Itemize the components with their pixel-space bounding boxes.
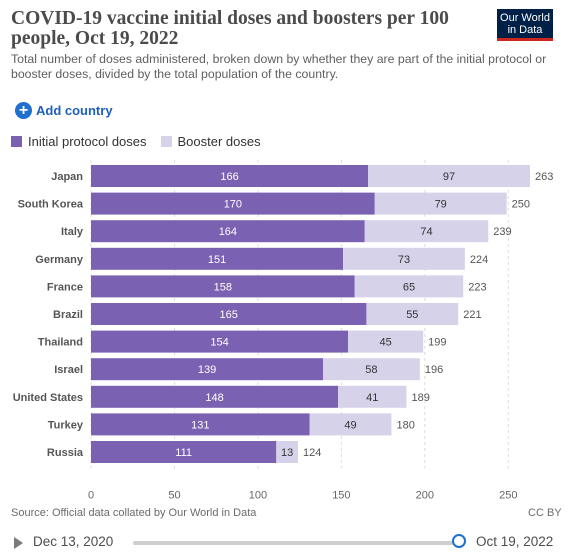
category-label: Germany (35, 254, 84, 266)
bar-booster (374, 192, 507, 215)
source-note: Source: Official data collated by Our Wo… (11, 507, 257, 519)
data-label: 97 (443, 171, 455, 183)
total-label: 124 (303, 447, 321, 459)
data-label: 164 (219, 226, 237, 238)
bar-initial (91, 192, 375, 215)
bar-booster (366, 303, 459, 325)
x-tick-label: 150 (332, 490, 350, 500)
timeline-start-date: Dec 13, 2020 (33, 534, 114, 549)
data-label: 79 (435, 199, 447, 211)
x-tick-label: 100 (249, 490, 267, 500)
bar-booster (276, 441, 298, 463)
total-label: 224 (470, 254, 488, 266)
chart-title: COVID-19 vaccine initial doses and boost… (11, 8, 449, 49)
category-label: Brazil (53, 309, 83, 321)
bar-booster (348, 330, 424, 353)
total-label: 180 (396, 419, 414, 431)
bar-initial (91, 165, 369, 187)
data-label: 13 (281, 447, 293, 459)
bar-initial (91, 247, 344, 270)
category-label: Italy (61, 226, 84, 238)
data-label: 45 (379, 337, 391, 349)
legend-swatch-initial (11, 136, 22, 147)
category-label: Israel (54, 364, 83, 376)
license-link[interactable]: CC BY (528, 507, 562, 519)
chart-subtitle: Total number of doses administered, brok… (11, 52, 547, 81)
total-label: 223 (468, 281, 486, 293)
bar-initial (91, 441, 277, 463)
add-country-button[interactable]: + Add country (15, 100, 113, 120)
bar-booster (309, 413, 392, 436)
data-label: 49 (344, 419, 356, 431)
total-label: 189 (411, 392, 429, 404)
x-tick-label: 200 (416, 490, 434, 500)
bar-initial (91, 358, 324, 381)
data-label: 170 (224, 199, 242, 211)
legend-item-booster[interactable]: Booster doses (160, 134, 261, 149)
data-label: 58 (365, 364, 377, 376)
data-label: 151 (208, 254, 226, 266)
bar-booster (338, 385, 407, 408)
total-label: 196 (425, 364, 443, 376)
data-label: 165 (220, 309, 238, 321)
x-tick-label: 250 (499, 490, 517, 500)
legend-swatch-booster (160, 136, 172, 147)
bar-initial (91, 385, 339, 408)
data-label: 111 (175, 447, 192, 459)
category-label: Turkey (48, 419, 84, 431)
category-label: United States (13, 392, 83, 404)
data-label: 73 (398, 254, 410, 266)
legend-item-initial[interactable]: Initial protocol doses (11, 134, 147, 149)
data-label: 41 (366, 392, 378, 404)
logo-line-2: in Data (507, 24, 543, 36)
category-label: Japan (51, 171, 83, 183)
data-label: 74 (420, 226, 432, 238)
add-country-label: Add country (36, 102, 113, 118)
stacked-bar-chart: Japan 166 97 263 South Korea 170 79 250 Italy 164… (13, 160, 553, 500)
logo-line-1: Our World (500, 12, 550, 24)
plus-circle-icon: + (15, 101, 32, 119)
bar-booster (323, 358, 420, 381)
legend-label-initial: Initial protocol doses (28, 134, 147, 149)
timeline-handle[interactable] (452, 534, 466, 548)
data-label: 154 (210, 337, 228, 349)
timeline-end-date: Oct 19, 2022 (476, 534, 554, 549)
bar-initial (91, 330, 349, 353)
timeline-track[interactable] (133, 541, 460, 545)
category-label: South Korea (18, 199, 84, 211)
data-label: 166 (220, 171, 238, 183)
data-label: 55 (406, 309, 418, 321)
timeline: Dec 13, 2020 Oct 19, 2022 (0, 528, 574, 556)
total-label: 263 (535, 171, 553, 183)
category-label: Russia (47, 447, 84, 459)
bar-booster (368, 165, 530, 187)
owid-logo[interactable]: Our World in Data (497, 9, 553, 41)
data-label: 158 (214, 281, 232, 293)
data-label: 148 (205, 392, 223, 404)
bar-initial (91, 303, 367, 325)
x-tick-label: 50 (168, 490, 180, 500)
x-tick-label: 0 (88, 490, 94, 500)
category-label: Thailand (38, 337, 83, 349)
bar-booster (364, 220, 489, 243)
legend-label-booster: Booster doses (177, 134, 261, 149)
bar-initial (91, 220, 365, 243)
data-label: 131 (191, 419, 209, 431)
bar-initial (91, 413, 310, 436)
play-icon[interactable] (14, 537, 23, 549)
bar-initial (91, 275, 355, 298)
total-label: 221 (463, 309, 481, 321)
bar-booster (354, 275, 464, 298)
total-label: 199 (428, 337, 446, 349)
legend: Initial protocol doses Booster doses (11, 134, 275, 149)
data-label: 139 (198, 364, 216, 376)
category-label: France (47, 281, 83, 293)
total-label: 239 (493, 226, 511, 238)
total-label: 250 (512, 199, 530, 211)
bar-booster (343, 247, 465, 270)
data-label: 65 (403, 281, 415, 293)
